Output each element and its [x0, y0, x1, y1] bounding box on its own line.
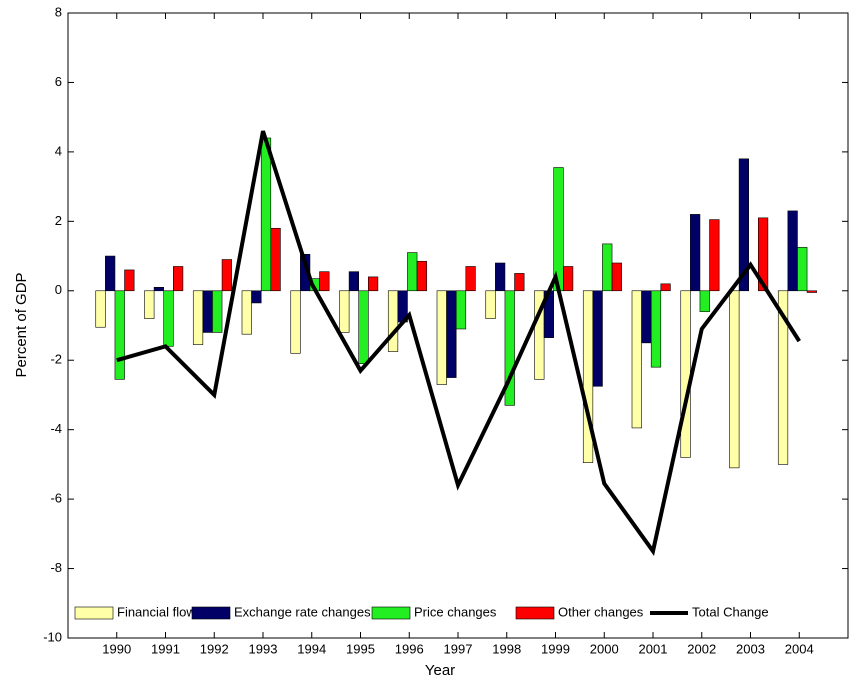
bar — [631, 290, 642, 429]
bar — [367, 276, 379, 292]
legend-label: Price changes — [414, 604, 497, 619]
bar — [173, 266, 184, 292]
y-tick-label: 6 — [55, 74, 62, 89]
y-tick-label: -2 — [50, 352, 62, 367]
bar — [387, 290, 399, 352]
bar — [690, 214, 701, 292]
legend-label: Exchange rate changes — [234, 604, 371, 619]
bar — [446, 290, 457, 378]
bar — [495, 262, 506, 292]
bar — [202, 290, 213, 333]
y-tick-label: -10 — [43, 629, 62, 644]
bar — [241, 290, 252, 335]
bar — [270, 227, 281, 292]
y-tick-label: 2 — [55, 213, 62, 228]
x-tick-label: 2002 — [687, 641, 716, 656]
x-tick-label: 2003 — [736, 641, 765, 656]
line — [116, 130, 801, 556]
legend-swatch — [74, 606, 114, 620]
bar — [738, 158, 749, 292]
x-tick-label: 1990 — [102, 641, 131, 656]
bar — [806, 290, 817, 293]
bar — [114, 290, 125, 380]
bar — [124, 269, 135, 292]
bar — [729, 290, 740, 469]
x-tick-label: 1999 — [541, 641, 570, 656]
bar — [641, 290, 652, 344]
bar — [660, 283, 671, 292]
y-tick-label: -8 — [50, 560, 62, 575]
x-tick-label: 1993 — [249, 641, 278, 656]
bar — [709, 219, 720, 292]
bar — [221, 259, 232, 292]
legend-swatch — [515, 606, 555, 620]
legend-swatch — [371, 606, 411, 620]
legend-label: Financial flows — [117, 604, 203, 619]
bar — [348, 271, 360, 292]
x-tick-label: 2000 — [590, 641, 619, 656]
legend-swatch — [191, 606, 231, 620]
y-tick-label: 8 — [55, 4, 62, 19]
bar — [777, 290, 789, 465]
bar — [514, 273, 525, 292]
bar — [650, 290, 662, 368]
y-tick-label: 4 — [55, 143, 62, 158]
legend-label: Other changes — [558, 604, 644, 619]
x-tick-label: 1998 — [492, 641, 521, 656]
bar — [192, 290, 204, 345]
bar — [699, 290, 710, 312]
bar — [416, 260, 427, 292]
bar — [212, 290, 223, 333]
bar — [144, 290, 155, 319]
bar — [105, 255, 116, 292]
bar — [592, 290, 603, 387]
x-tick-label: 1997 — [444, 641, 473, 656]
y-tick-label: -4 — [50, 421, 62, 436]
y-axis-title: Percent of GDP — [13, 272, 30, 377]
bar — [602, 243, 613, 292]
bar — [465, 266, 476, 292]
x-tick-label: 1992 — [200, 641, 229, 656]
bar — [290, 290, 301, 354]
bar — [485, 290, 496, 319]
bar — [358, 290, 369, 364]
x-tick-label: 1995 — [346, 641, 375, 656]
y-tick-label: 0 — [55, 282, 62, 297]
x-tick-label: 1991 — [151, 641, 180, 656]
bar — [504, 290, 515, 406]
bar — [455, 290, 467, 330]
bar — [319, 271, 330, 292]
bar — [436, 290, 447, 385]
bar — [163, 290, 174, 347]
x-tick-label: 1994 — [297, 641, 326, 656]
bar — [251, 290, 262, 304]
bar — [611, 262, 622, 292]
bar — [553, 167, 564, 292]
bar — [562, 266, 574, 292]
bar — [153, 287, 165, 292]
bar — [797, 247, 808, 292]
bar — [787, 210, 798, 292]
bar — [260, 137, 272, 292]
legend-label: Total Change — [692, 604, 769, 619]
bar — [407, 252, 418, 292]
bar — [757, 217, 769, 292]
x-tick-label: 2004 — [785, 641, 814, 656]
bar — [339, 290, 350, 333]
x-axis-title: Year — [425, 662, 455, 679]
bar — [95, 290, 106, 328]
x-tick-label: 2001 — [639, 641, 668, 656]
y-tick-label: -6 — [50, 491, 62, 506]
bar — [680, 290, 691, 458]
x-tick-label: 1996 — [395, 641, 424, 656]
